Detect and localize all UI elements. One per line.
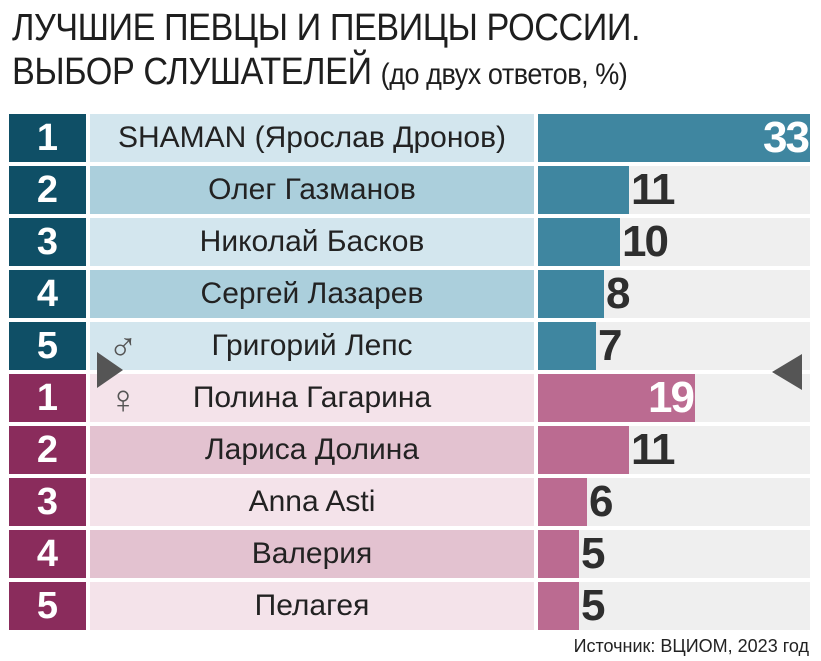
bar-track: 19 bbox=[538, 374, 810, 422]
title-line-2: ВЫБОР СЛУШАТЕЛЕЙ (до двух ответов, %) bbox=[12, 50, 732, 97]
bar bbox=[538, 374, 695, 422]
bar bbox=[538, 478, 587, 526]
bar bbox=[538, 218, 620, 266]
rank-label: 2 bbox=[9, 166, 86, 214]
table-row: 1 SHAMAN (Ярослав Дронов) 33 bbox=[9, 114, 810, 162]
singer-name: Олег Газманов bbox=[90, 166, 534, 214]
singer-name: Николай Басков bbox=[90, 218, 534, 266]
bar-track: 7 bbox=[538, 322, 810, 370]
singer-name: SHAMAN (Ярослав Дронов) bbox=[90, 114, 534, 162]
value-label: 5 bbox=[581, 581, 606, 630]
rank-label: 5 bbox=[9, 582, 86, 630]
value-label: 33 bbox=[763, 113, 810, 162]
bar-track: 8 bbox=[538, 270, 810, 318]
rank-label: 1 bbox=[9, 114, 86, 162]
bar-track: 33 bbox=[538, 114, 810, 162]
source-note: Источник: ВЦИОМ, 2023 год bbox=[573, 636, 809, 656]
bar bbox=[538, 270, 604, 318]
bar-track: 6 bbox=[538, 478, 810, 526]
arrow-right-pointer-icon bbox=[97, 352, 123, 388]
rank-label: 4 bbox=[9, 530, 86, 578]
rank-label: 3 bbox=[9, 478, 86, 526]
bar bbox=[538, 166, 629, 214]
bar bbox=[538, 322, 596, 370]
bar-track: 11 bbox=[538, 166, 810, 214]
arrow-left-pointer-icon bbox=[772, 354, 802, 390]
value-label: 19 bbox=[648, 373, 695, 422]
title-note: (до двух ответов, %) bbox=[380, 58, 628, 91]
table-row: 2 Лариса Долина 11 bbox=[9, 426, 810, 474]
value-label: 6 bbox=[589, 477, 614, 526]
bar-track: 10 bbox=[538, 218, 810, 266]
value-label: 7 bbox=[598, 321, 623, 370]
rank-label: 1 bbox=[9, 374, 86, 422]
rank-label: 3 bbox=[9, 218, 86, 266]
title-line-1: ЛУЧШИЕ ПЕВЦЫ И ПЕВИЦЫ РОССИИ. bbox=[12, 7, 641, 49]
singer-name: Полина Гагарина bbox=[90, 374, 534, 422]
table-row: 1 Полина Гагарина 19 bbox=[9, 374, 810, 422]
value-label: 5 bbox=[581, 529, 606, 578]
value-label: 10 bbox=[622, 217, 669, 266]
rank-label: 4 bbox=[9, 270, 86, 318]
bar bbox=[538, 426, 629, 474]
singer-name: Пелагея bbox=[90, 582, 534, 630]
singer-name: Anna Asti bbox=[90, 478, 534, 526]
singer-name: Лариса Долина bbox=[90, 426, 534, 474]
table-row: 3 Николай Басков 10 bbox=[9, 218, 810, 266]
bar bbox=[538, 582, 579, 630]
table-row: 4 Сергей Лазарев 8 bbox=[9, 270, 810, 318]
singer-name: Валерия bbox=[90, 530, 534, 578]
value-label: 11 bbox=[631, 165, 675, 214]
bar-track: 11 bbox=[538, 426, 810, 474]
bar bbox=[538, 530, 579, 578]
table-row: 4 Валерия 5 bbox=[9, 530, 810, 578]
bar bbox=[538, 114, 810, 162]
bar-track: 5 bbox=[538, 530, 810, 578]
value-label: 11 bbox=[631, 425, 675, 474]
table-row: 3 Anna Asti 6 bbox=[9, 478, 810, 526]
singer-name: Сергей Лазарев bbox=[90, 270, 534, 318]
table-row: 5 Пелагея 5 bbox=[9, 582, 810, 630]
singer-name: Григорий Лепс bbox=[90, 322, 534, 370]
table-row: 2 Олег Газманов 11 bbox=[9, 166, 810, 214]
chart-title: ЛУЧШИЕ ПЕВЦЫ И ПЕВИЦЫ РОССИИ. ВЫБОР СЛУШ… bbox=[12, 6, 732, 97]
title-line-2-main: ВЫБОР СЛУШАТЕЛЕЙ bbox=[12, 51, 372, 93]
rank-label: 2 bbox=[9, 426, 86, 474]
rank-label: 5 bbox=[9, 322, 86, 370]
value-label: 8 bbox=[606, 269, 631, 318]
table-row: 5 Григорий Лепс 7 bbox=[9, 322, 810, 370]
bar-track: 5 bbox=[538, 582, 810, 630]
